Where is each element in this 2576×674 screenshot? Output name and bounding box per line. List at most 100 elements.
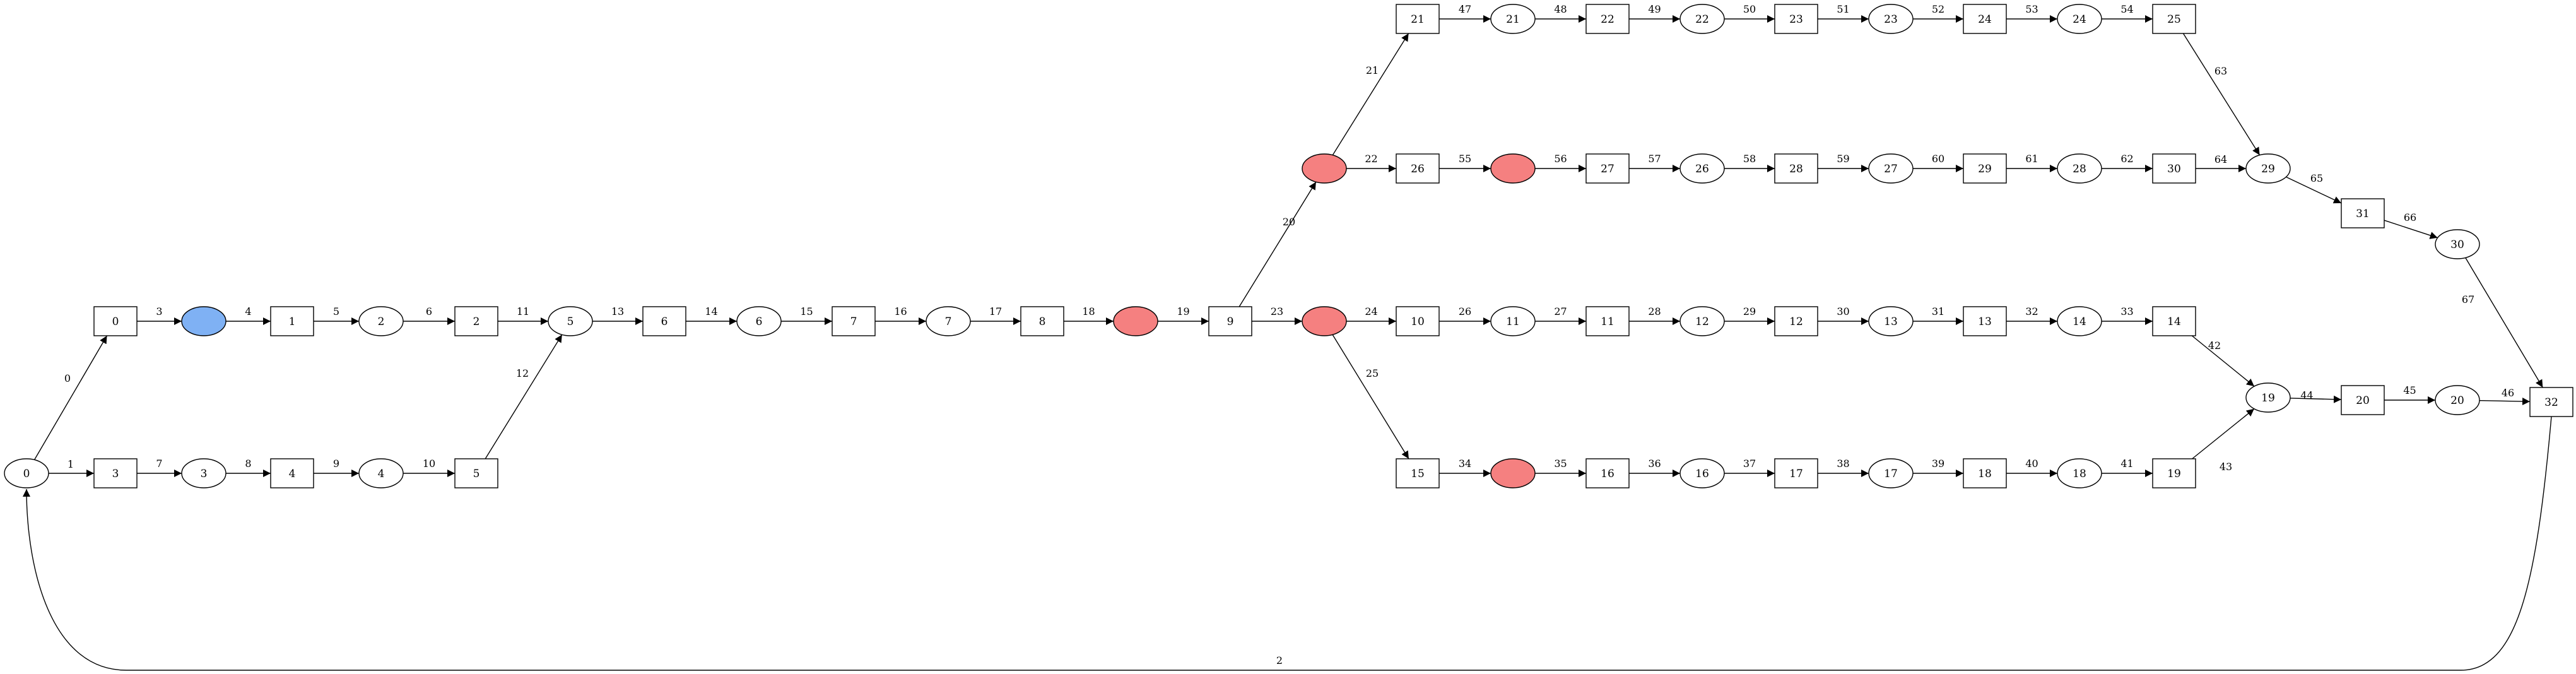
arc-label: 44: [2300, 389, 2313, 401]
arc-16: 16: [875, 305, 926, 325]
arc-label: 6: [426, 305, 432, 317]
arc-label: 41: [2120, 458, 2133, 470]
arc-44: 44: [2290, 389, 2342, 403]
transition-label: 28: [1789, 163, 1803, 175]
place-node: 26: [1679, 153, 1725, 184]
transition-node: 31: [2341, 198, 2385, 228]
transition-node: 26: [1396, 153, 1440, 184]
arc-32: 32: [2006, 305, 2057, 325]
arc-label: 10: [423, 458, 435, 470]
arc-14: 14: [686, 305, 737, 325]
arc-37: 37: [1724, 458, 1775, 477]
arc-label: 40: [2025, 458, 2038, 470]
transition-node: 13: [1963, 306, 2007, 336]
arc-label: 24: [1365, 305, 1377, 317]
arc-60: 60: [1913, 153, 1963, 172]
arc-label: 25: [1366, 367, 1379, 379]
arc-label: 15: [800, 305, 813, 317]
transition-label: 0: [112, 316, 119, 328]
transition-box: [1963, 4, 2007, 34]
place-label: 30: [2450, 239, 2464, 251]
transition-box: [2152, 306, 2196, 336]
place-node: 30: [2435, 229, 2480, 259]
place-ellipse: [181, 306, 226, 336]
arc-label: 30: [1837, 305, 1849, 317]
transition-label: 26: [1411, 163, 1425, 175]
place-node: 14: [2057, 306, 2102, 336]
arc-label: 29: [1743, 305, 1756, 317]
arc-35: 35: [1535, 458, 1586, 477]
arc-line: [2182, 33, 2261, 156]
transition-box: [1774, 458, 1818, 488]
transition-node: 22: [1585, 4, 1630, 34]
transition-node: 29: [1963, 153, 2007, 184]
place-label: 5: [567, 316, 574, 328]
transition-box: [454, 458, 498, 488]
arc-23: 23: [1252, 305, 1302, 325]
arc-line: [485, 334, 563, 459]
place-node: 5: [548, 306, 593, 336]
arc-21: 21: [1332, 33, 1409, 156]
place-label: 7: [945, 316, 952, 328]
arc-12: 12: [485, 334, 563, 459]
place-ellipse: [1868, 4, 1914, 34]
transition-box: [1963, 153, 2007, 184]
transition-label: 27: [1601, 163, 1614, 175]
transition-box: [1396, 306, 1440, 336]
transition-node: 20: [2341, 385, 2385, 415]
arc-11: 11: [498, 305, 548, 325]
place-node: 12: [1679, 306, 1725, 336]
arc-label: 52: [1932, 3, 1944, 15]
arc-41: 41: [2102, 458, 2153, 477]
arc-6: 6: [403, 305, 455, 325]
transition-label: 21: [1411, 13, 1425, 26]
arc-38: 38: [1818, 458, 1869, 477]
arc-line: [2465, 257, 2543, 388]
arc-label: 47: [1459, 3, 1471, 15]
transition-node: 14: [2152, 306, 2196, 336]
transition-box: [1208, 306, 1252, 336]
arc-label: 45: [2403, 384, 2416, 396]
arc-label: 49: [1648, 3, 1661, 15]
place-label: 18: [2073, 468, 2086, 480]
arc-label: 33: [2120, 305, 2133, 317]
arc-label: 11: [517, 305, 529, 317]
transition-label: 30: [2167, 163, 2181, 175]
place-ellipse: [2057, 458, 2102, 488]
arc-label: 53: [2025, 3, 2038, 15]
arc-label: 28: [1648, 305, 1661, 317]
transition-label: 4: [289, 468, 296, 480]
transition-box: [454, 306, 498, 336]
arc-label: 61: [2025, 153, 2038, 165]
arc-55: 55: [1439, 153, 1491, 172]
transition-node: 18: [1963, 458, 2007, 488]
arc-52: 52: [1913, 3, 1963, 23]
arc-54: 54: [2102, 3, 2153, 23]
arc-label: 31: [1932, 305, 1944, 317]
place-label: 17: [1884, 468, 1898, 480]
transition-box: [1585, 153, 1630, 184]
place-ellipse: [2435, 385, 2480, 415]
transition-node: 5: [454, 458, 498, 488]
place-node: 17: [1868, 458, 1914, 488]
arc-label: 46: [2502, 387, 2514, 399]
arc-47: 47: [1439, 3, 1491, 23]
arc-label: 65: [2310, 172, 2323, 184]
transition-node: 1: [270, 306, 314, 336]
transition-box: [2529, 387, 2573, 417]
place-ellipse: [1490, 458, 1536, 488]
arc-label: 35: [1554, 458, 1567, 470]
transition-node: 25: [2152, 4, 2196, 34]
arc-label: 32: [2025, 305, 2038, 317]
arc-33: 33: [2102, 305, 2153, 325]
arc-42: 42: [2191, 335, 2255, 387]
transition-box: [642, 306, 686, 336]
arc-57: 57: [1629, 153, 1680, 172]
transition-label: 15: [1411, 468, 1425, 480]
transition-box: [2341, 198, 2385, 228]
transition-label: 1: [289, 316, 296, 328]
arc-56: 56: [1535, 153, 1586, 172]
place-label: 28: [2073, 163, 2086, 175]
place-node: 4: [358, 458, 404, 488]
transition-label: 17: [1789, 468, 1803, 480]
